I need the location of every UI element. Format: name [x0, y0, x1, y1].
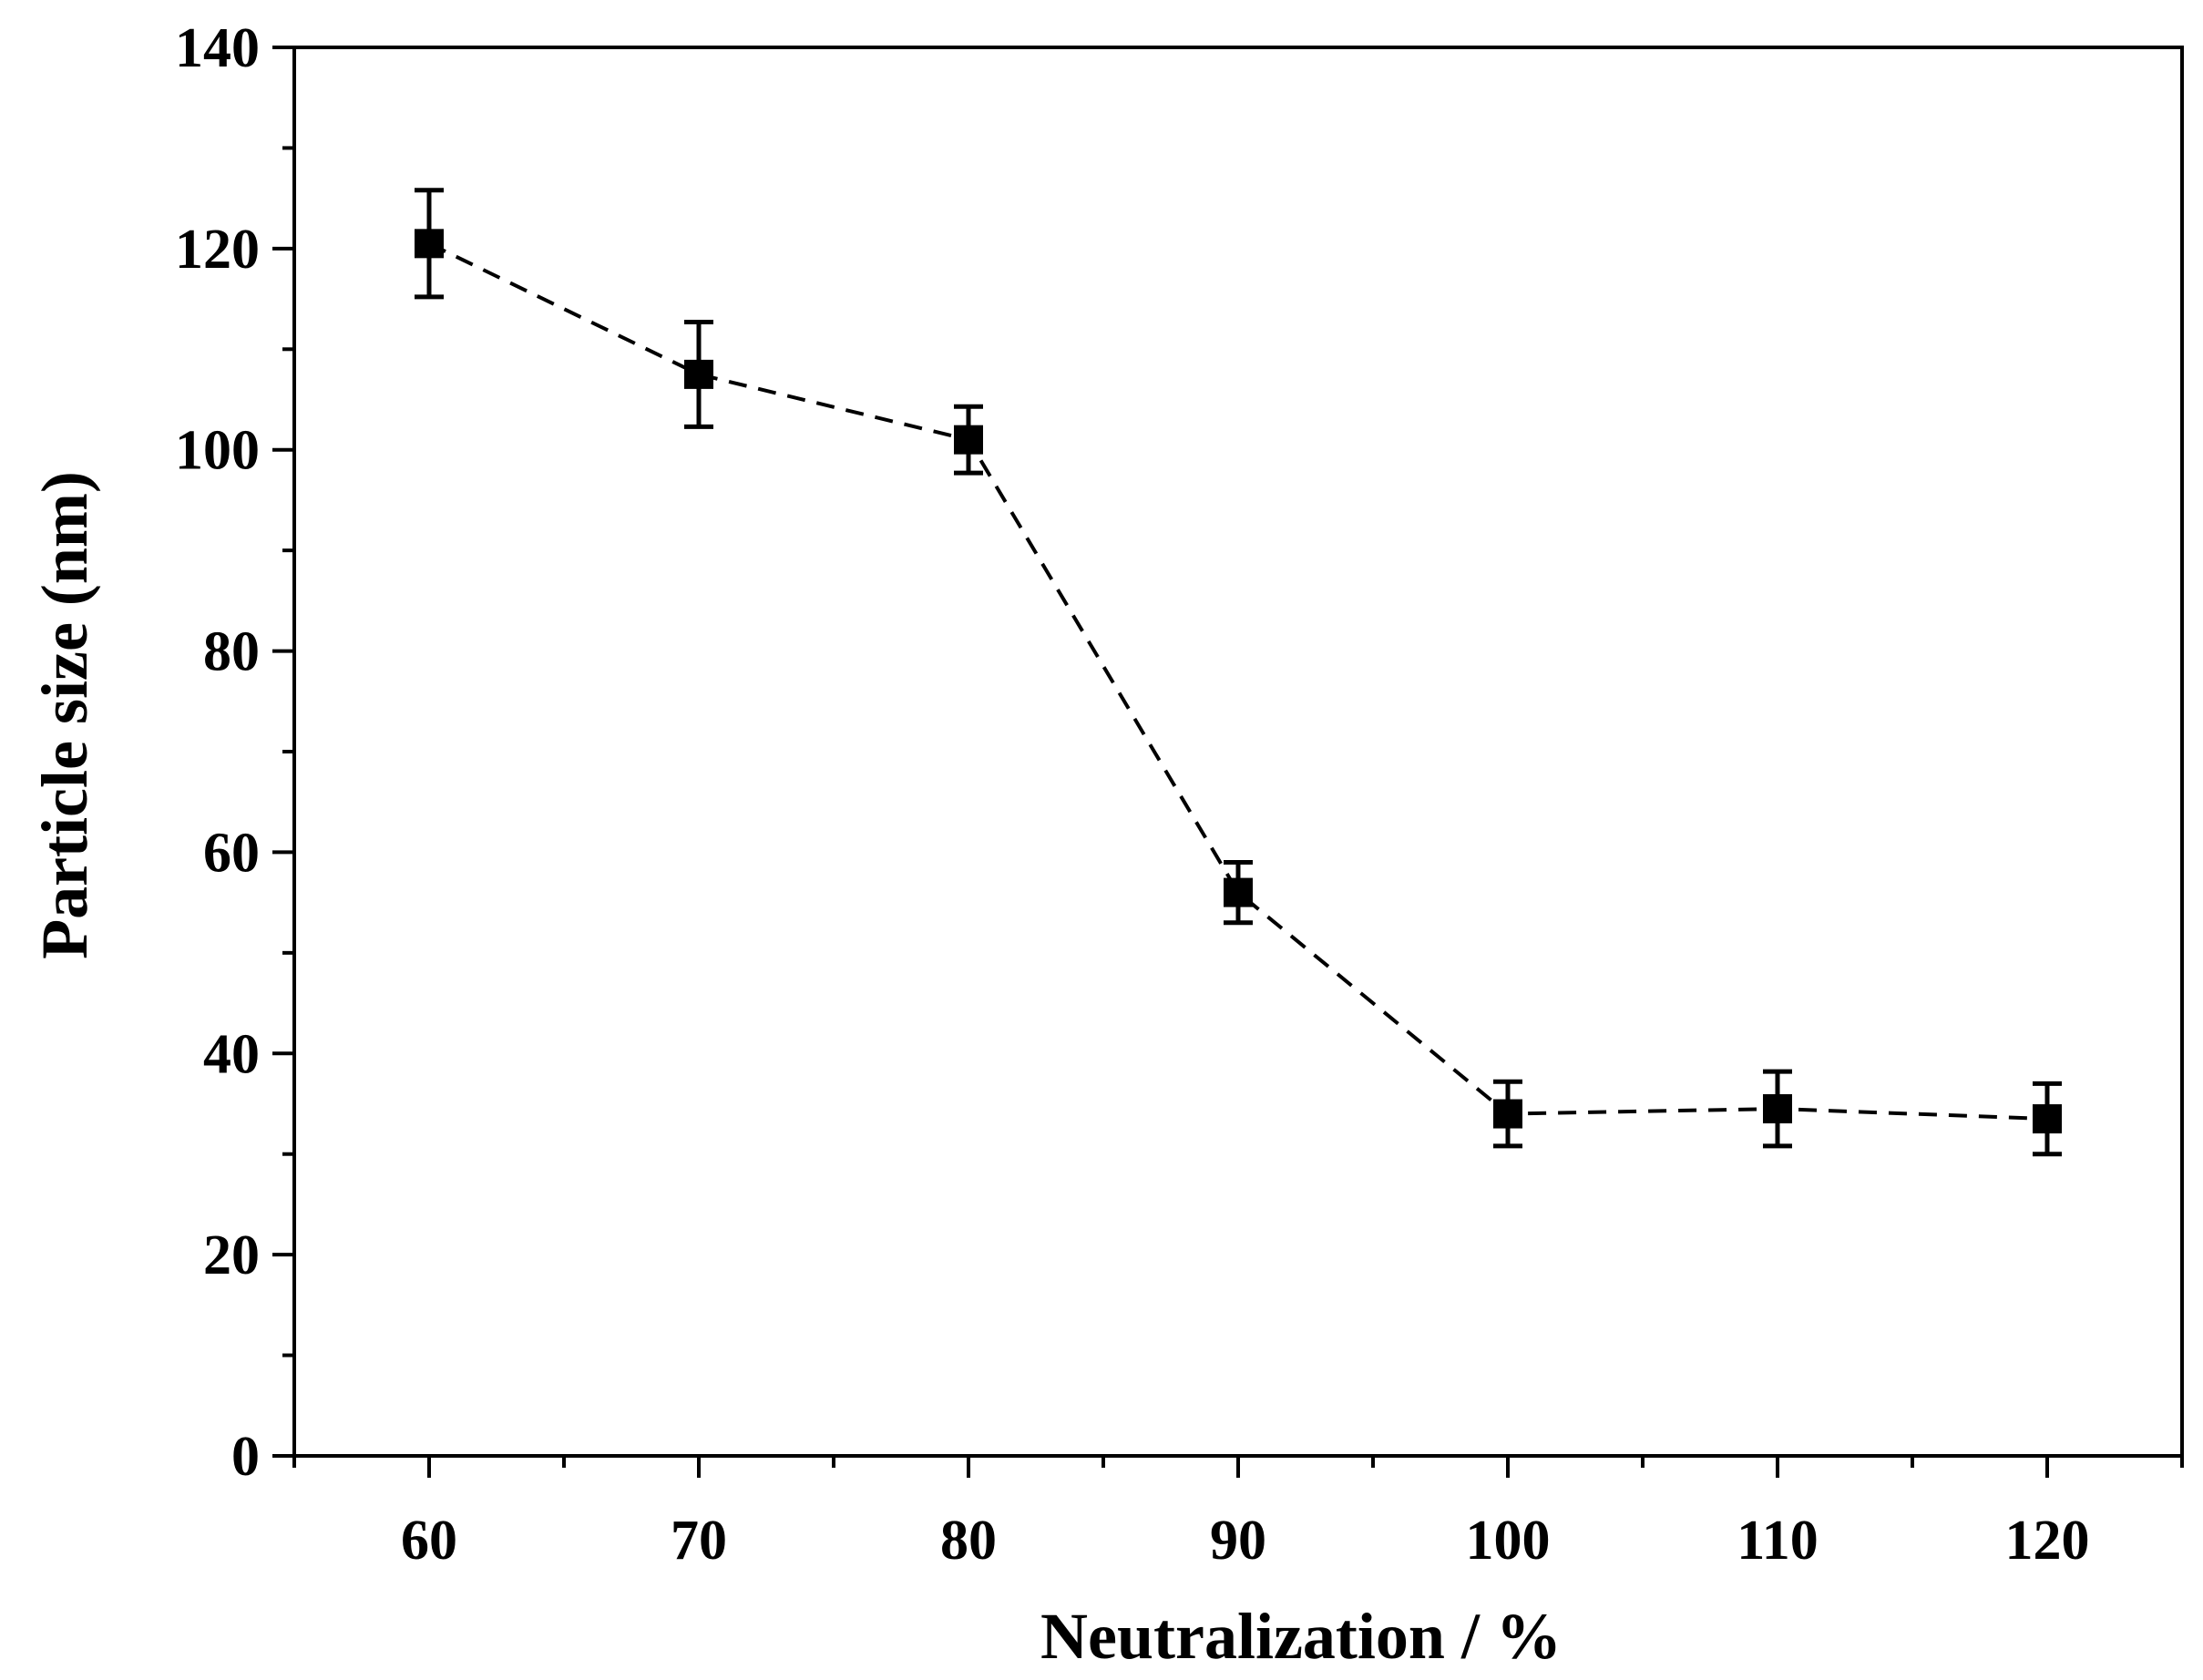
data-point-marker [954, 425, 983, 455]
y-tick-label: 40 [203, 1023, 260, 1085]
x-tick-label: 90 [1210, 1510, 1266, 1572]
data-point-marker [1763, 1094, 1792, 1124]
data-point-marker [1493, 1099, 1522, 1129]
x-axis-label: Neutralization / % [1040, 1600, 1562, 1673]
y-tick-label: 20 [203, 1224, 260, 1286]
x-tick-label: 110 [1737, 1510, 1819, 1572]
data-point-marker [1224, 877, 1253, 907]
x-tick-label: 60 [401, 1510, 457, 1572]
x-tick-label: 80 [940, 1510, 997, 1572]
x-tick-label: 100 [1466, 1510, 1551, 1572]
y-tick-label: 80 [203, 621, 260, 683]
plot-layer: 60 70 80 90 100 110 120 0 20 40 60 80 100 120 140 [175, 17, 2184, 1572]
y-axis-label: Particle size (nm) [28, 471, 101, 959]
x-tick-label: 70 [671, 1510, 727, 1572]
y-tick-label: 0 [231, 1426, 260, 1488]
data-point-marker [2033, 1104, 2062, 1134]
data-point-marker [684, 359, 713, 389]
y-tick-label: 120 [175, 219, 260, 281]
y-tick-label: 60 [203, 822, 260, 884]
y-tick-label: 100 [175, 420, 260, 482]
data-point-marker [415, 229, 444, 259]
x-tick-label: 120 [2005, 1510, 2090, 1572]
y-tick-label: 140 [175, 17, 260, 79]
